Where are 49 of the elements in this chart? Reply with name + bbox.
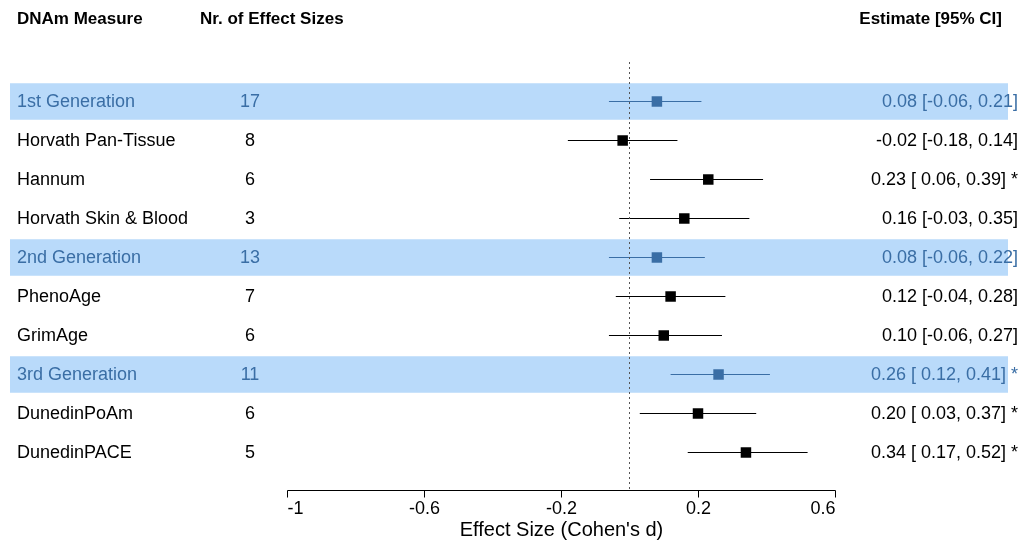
data-label: 0.20 [ 0.03, 0.37] * [870, 402, 1018, 423]
x-tick-label: 0.6 [810, 497, 836, 518]
y-tick-label: DunedinPACE [17, 441, 132, 462]
y-tick-label: GrimAge [17, 324, 89, 345]
text: 13 [239, 246, 261, 267]
point [679, 213, 690, 224]
y-tick-label: Horvath Skin & Blood [17, 207, 189, 228]
text: 3 [244, 207, 256, 228]
data-label: 0.16 [-0.03, 0.35] [881, 207, 1018, 228]
text: 6 [244, 324, 256, 345]
x-tick-label: -0.2 [545, 497, 578, 518]
y2-axis-title: Estimate [95% CI] [859, 9, 1002, 28]
data-label: 0.23 [ 0.06, 0.39] * [870, 168, 1018, 189]
y-tick-label: Horvath Pan-Tissue [17, 129, 176, 150]
data-label: 0.26 [ 0.12, 0.41] * [870, 363, 1018, 384]
point [740, 447, 752, 458]
x-tick-label: -0.6 [408, 497, 441, 518]
y-tick-label: DunedinPoAm [17, 402, 134, 423]
y-tick-label: Hannum [17, 168, 86, 189]
data-label: 0.08 [-0.06, 0.22] [881, 246, 1018, 267]
point [713, 369, 724, 380]
y-tick-label: PhenoAge [17, 285, 102, 306]
point [651, 96, 663, 107]
x-axis-title: Effect Size (Cohen's d) [459, 517, 664, 540]
y-tick-label: 1st Generation [17, 90, 136, 111]
point [658, 330, 669, 341]
text: 8 [244, 129, 256, 150]
text: 17 [239, 90, 261, 111]
y-tick-label: 2nd Generation [17, 246, 142, 267]
point [651, 252, 663, 263]
y-axis-title: DNAm Measure [17, 9, 143, 28]
text: 11 [240, 363, 260, 384]
text: Nr. of Effect Sizes [200, 9, 344, 28]
data-label: 0.10 [-0.06, 0.27] [881, 324, 1018, 345]
point [665, 291, 676, 302]
point [617, 135, 628, 146]
point [703, 174, 714, 185]
data-label: 0.12 [-0.04, 0.28] [881, 285, 1018, 306]
text: 6 [244, 168, 256, 189]
x-tick-label: -1 [287, 497, 304, 518]
text: 5 [244, 441, 256, 462]
data-label: -0.02 [-0.18, 0.14] [875, 129, 1018, 150]
text: 7 [244, 285, 256, 306]
x-tick-label: 0.2 [685, 497, 712, 518]
text: 6 [244, 402, 256, 423]
y-tick-label: 3rd Generation [17, 363, 138, 384]
data-label: 0.08 [-0.06, 0.21] [881, 90, 1018, 111]
point [692, 408, 704, 419]
data-label: 0.34 [ 0.17, 0.52] * [870, 441, 1018, 462]
